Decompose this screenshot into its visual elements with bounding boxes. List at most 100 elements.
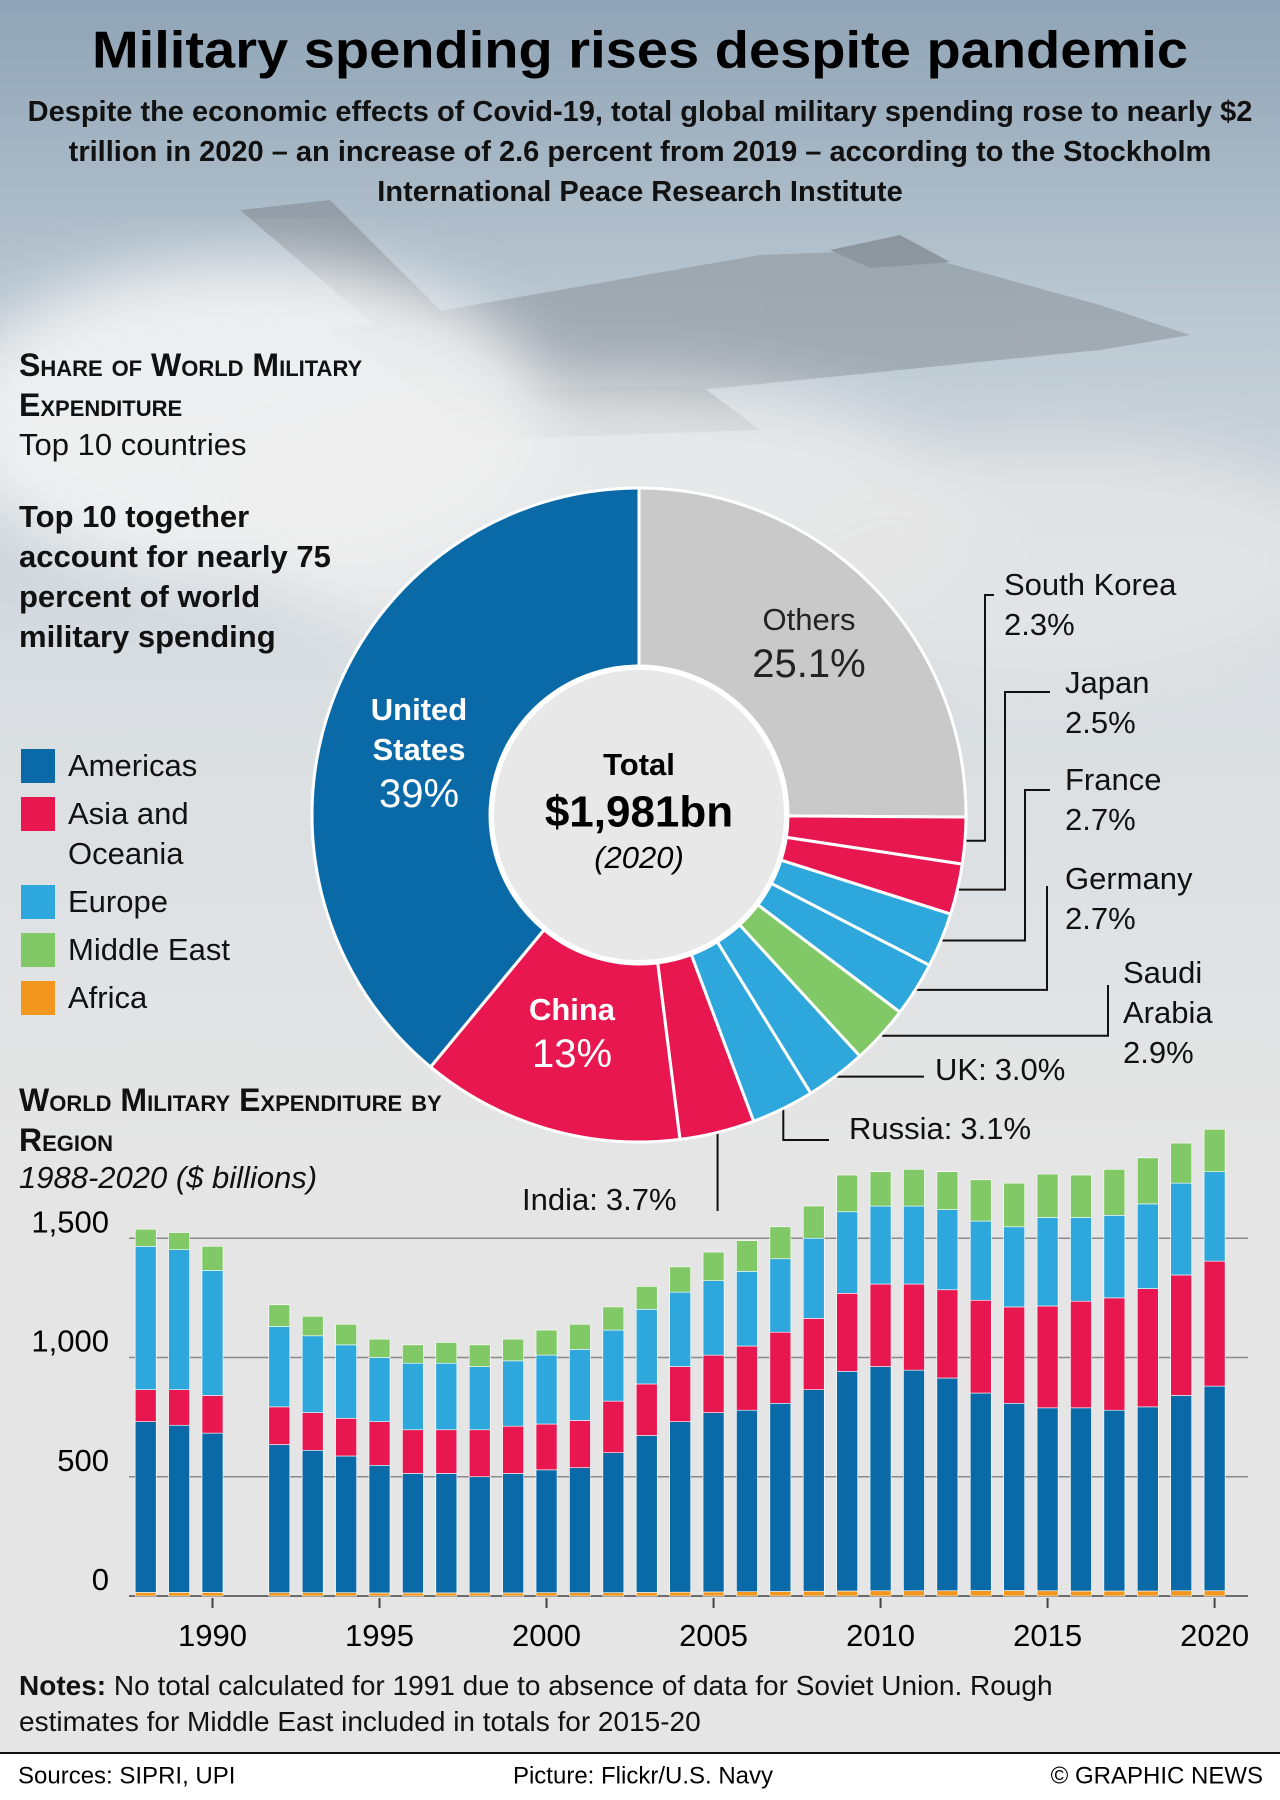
slice-label: Others 25.1%: [752, 600, 865, 688]
bar-segment: [702, 1251, 725, 1282]
bar-segment: [268, 1444, 291, 1593]
bar-segment: [1136, 1288, 1159, 1408]
slice-name: Germany: [1065, 861, 1193, 896]
bar-segment: [903, 1205, 925, 1285]
bar-segment: [1203, 1171, 1226, 1262]
x-tick-label: 1995: [345, 1618, 414, 1653]
bar-segment: [502, 1360, 524, 1427]
bar-segment: [802, 1318, 825, 1390]
bar-segment: [1003, 1590, 1025, 1597]
leader-line: [942, 789, 1050, 942]
bar-segment: [969, 1392, 992, 1591]
slice-label: Germany 2.7%: [1065, 859, 1192, 939]
footer-credit: © GRAPHIC NEWS: [1051, 1762, 1263, 1789]
bar-segment: [1070, 1590, 1092, 1597]
slice-name: United States: [370, 692, 468, 767]
bar-segment: [1036, 1407, 1059, 1592]
bar-segment: [1170, 1274, 1192, 1396]
legend-swatch: [21, 933, 55, 967]
y-tick-label: 1,000: [31, 1324, 109, 1359]
pie-annotation: Top 10 together account for nearly 75 pe…: [19, 499, 331, 654]
slice-name: India:: [522, 1182, 598, 1217]
title: Military spending rises despite pandemic: [92, 22, 1188, 80]
y-tick-label: 1,500: [31, 1204, 109, 1239]
bar-segment: [335, 1418, 357, 1457]
bar-segment: [435, 1429, 458, 1474]
bar-segment: [1036, 1217, 1059, 1307]
bar-segment: [635, 1435, 658, 1593]
bar-segment: [1036, 1305, 1059, 1409]
legend-swatch: [21, 749, 55, 783]
legend-item: Europe: [21, 882, 253, 922]
bar-segment: [736, 1591, 758, 1597]
x-tick-label: 2010: [846, 1618, 915, 1653]
bar-segment: [468, 1592, 491, 1597]
bar-segment: [736, 1409, 758, 1593]
bar-segment: [602, 1329, 625, 1402]
footer-picture: Picture: Flickr/U.S. Navy: [513, 1762, 773, 1789]
bar-segment: [869, 1366, 892, 1592]
bar-segment: [702, 1354, 725, 1413]
leader-line: [881, 985, 1109, 1037]
bar-segment: [368, 1338, 391, 1358]
legend-label: Americas: [68, 748, 198, 783]
slice-value-label: 2.5%: [1065, 705, 1136, 740]
bar-segment: [468, 1344, 491, 1367]
leader-line: [958, 691, 1050, 891]
bar-segment: [936, 1289, 959, 1379]
bar-segment: [1170, 1590, 1192, 1597]
bar-segment: [1070, 1407, 1092, 1592]
slice-name: Saudi Arabia: [1123, 955, 1213, 1030]
bar-segment: [736, 1271, 758, 1347]
bar-segment: [1103, 1409, 1126, 1592]
bar-segment: [535, 1423, 558, 1471]
bar-segment: [769, 1591, 792, 1597]
bar-segment: [969, 1299, 992, 1394]
bar-segment: [468, 1366, 491, 1431]
bar-segment: [1203, 1590, 1226, 1597]
y-tick-label: 500: [57, 1443, 109, 1478]
bar-segment: [1070, 1217, 1092, 1302]
bar-segment: [468, 1429, 491, 1478]
bar-segment: [1170, 1182, 1192, 1276]
bar-segment: [836, 1293, 858, 1372]
bar-segment: [402, 1429, 424, 1474]
slice-name: Others: [762, 602, 856, 637]
bar-segment: [502, 1425, 524, 1474]
subtitle: Despite the economic effects of Covid-19…: [27, 96, 1253, 208]
slice-label: China 13%: [529, 990, 615, 1078]
slice-label: Japan 2.5%: [1065, 663, 1149, 743]
slice-name: South Korea: [1004, 567, 1177, 602]
slice-name: France: [1065, 762, 1162, 797]
donut-hole: [490, 666, 788, 964]
bar-segment: [836, 1590, 858, 1597]
slice-label: France 2.7%: [1065, 760, 1161, 840]
bar-segment: [702, 1280, 725, 1356]
bar-segment: [769, 1402, 792, 1592]
slice-label: India: 3.7%: [522, 1180, 677, 1220]
slice-value-label: 13%: [531, 1032, 613, 1076]
slice-label: UK: 3.0%: [935, 1050, 1065, 1090]
bar-segment: [602, 1592, 625, 1597]
x-tick-label: 2015: [1013, 1618, 1082, 1653]
pie-title: Share of World Military Expenditure: [19, 347, 363, 423]
bar-segment: [702, 1591, 725, 1597]
bar-segment: [335, 1324, 357, 1346]
bar-segment: [1003, 1306, 1025, 1404]
legend-label: Asia and Oceania: [68, 796, 189, 871]
bar-segment: [669, 1366, 691, 1422]
y-tick-label: 0: [92, 1562, 109, 1597]
center-text: (2020): [594, 840, 684, 875]
bar-segment: [1103, 1590, 1126, 1597]
bar-segment: [168, 1232, 190, 1250]
bar-segment: [435, 1342, 458, 1364]
bar-segment: [602, 1452, 625, 1593]
bar-segment: [268, 1592, 291, 1597]
bar-segment: [969, 1220, 992, 1301]
bar-segment: [134, 1421, 157, 1593]
bar-segment: [969, 1590, 992, 1597]
bar-segment: [736, 1345, 758, 1411]
bar-segment: [168, 1592, 190, 1597]
center-text: Total: [603, 747, 675, 782]
bar-segment: [402, 1592, 424, 1597]
